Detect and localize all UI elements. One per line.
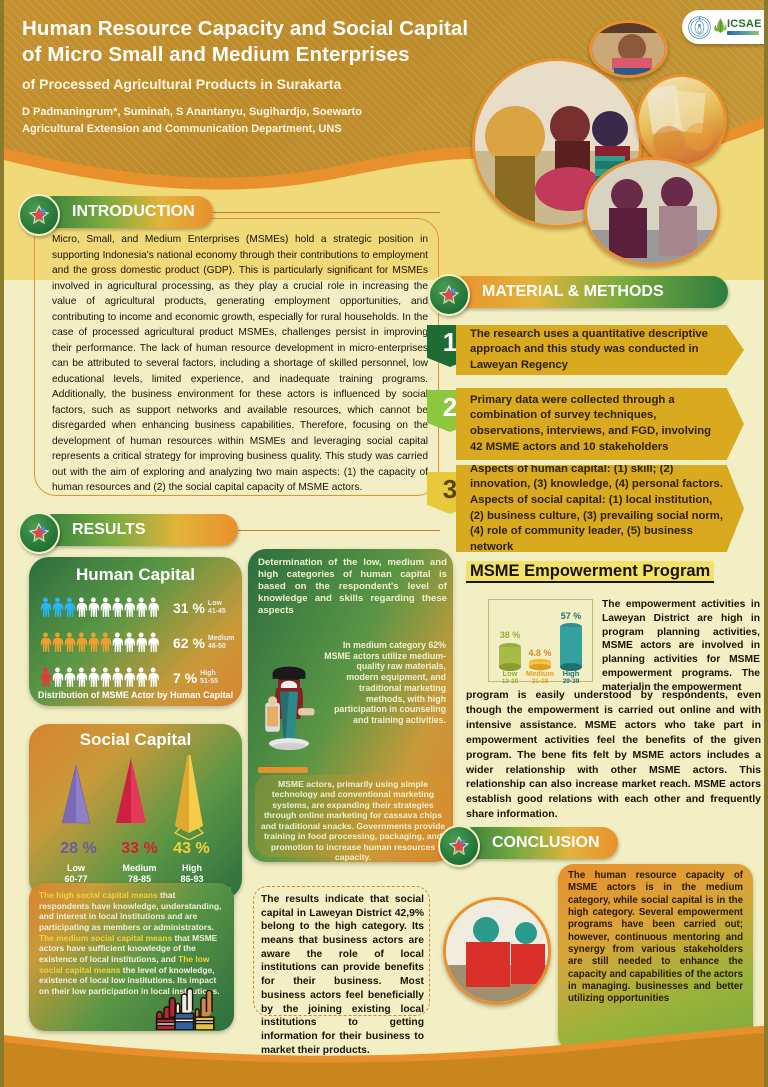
svg-text:Medium: Medium xyxy=(526,669,555,678)
svg-text:57 %: 57 % xyxy=(561,611,582,621)
svg-text:High: High xyxy=(563,669,580,678)
svg-text:4.8 %: 4.8 % xyxy=(528,648,551,658)
svg-text:13-20: 13-20 xyxy=(502,678,519,685)
svg-text:Low: Low xyxy=(503,669,518,678)
svg-text:29-39: 29-39 xyxy=(563,678,580,685)
svg-text:21-28: 21-28 xyxy=(532,678,549,685)
svg-text:38 %: 38 % xyxy=(500,630,521,640)
